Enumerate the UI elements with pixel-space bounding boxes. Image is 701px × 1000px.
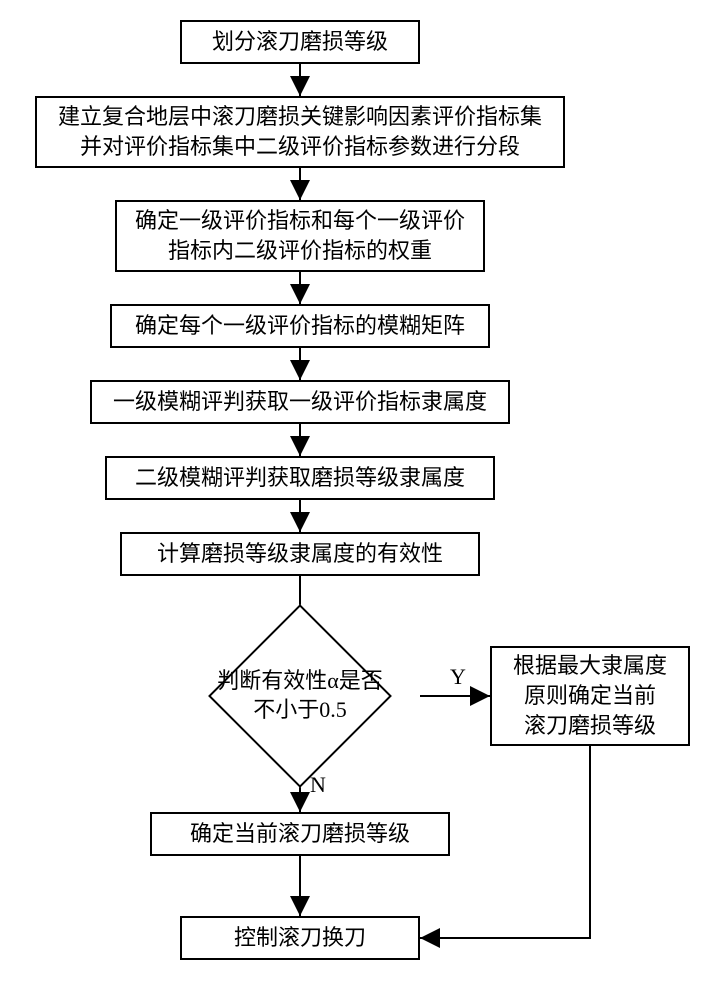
line1: 建立复合地层中滚刀磨损关键影响因素评价指标集 <box>58 104 542 129</box>
line3: 滚刀磨损等级 <box>524 713 656 738</box>
step-determine-weights: 确定一级评价指标和每个一级评价 指标内二级评价指标的权重 <box>115 200 485 272</box>
text: 确定当前滚刀磨损等级 <box>190 819 410 849</box>
step-calc-validity: 计算磨损等级隶属度的有效性 <box>120 532 480 576</box>
text: Y <box>450 664 466 689</box>
label-yes: Y <box>450 664 466 690</box>
line2: 原则确定当前 <box>524 683 656 708</box>
text: N <box>310 772 326 797</box>
text: 二级模糊评判获取磨损等级隶属度 <box>135 463 465 493</box>
decision-validity-threshold: 判断有效性α是否 不小于0.5 <box>180 634 420 758</box>
text: 确定一级评价指标和每个一级评价 指标内二级评价指标的权重 <box>135 206 465 265</box>
text: 建立复合地层中滚刀磨损关键影响因素评价指标集 并对评价指标集中二级评价指标参数进… <box>58 102 542 161</box>
line1: 根据最大隶属度 <box>513 653 667 678</box>
text: 判断有效性α是否 不小于0.5 <box>180 634 420 758</box>
text: 控制滚刀换刀 <box>234 923 366 953</box>
step-divide-wear-levels: 划分滚刀磨损等级 <box>180 20 420 64</box>
step-second-level-fuzzy: 二级模糊评判获取磨损等级隶属度 <box>105 456 495 500</box>
line2: 不小于0.5 <box>253 697 347 722</box>
flowchart-canvas: 划分滚刀磨损等级 建立复合地层中滚刀磨损关键影响因素评价指标集 并对评价指标集中… <box>0 0 701 1000</box>
step-establish-index-set: 建立复合地层中滚刀磨损关键影响因素评价指标集 并对评价指标集中二级评价指标参数进… <box>35 96 565 168</box>
text: 一级模糊评判获取一级评价指标隶属度 <box>113 387 487 417</box>
step-fuzzy-matrix: 确定每个一级评价指标的模糊矩阵 <box>110 304 490 348</box>
text: 划分滚刀磨损等级 <box>212 27 388 57</box>
label-no: N <box>310 772 326 798</box>
text: 计算磨损等级隶属度的有效性 <box>157 539 443 569</box>
line1: 确定一级评价指标和每个一级评价 <box>135 208 465 233</box>
step-first-level-fuzzy: 一级模糊评判获取一级评价指标隶属度 <box>90 380 510 424</box>
line2: 并对评价指标集中二级评价指标参数进行分段 <box>80 134 520 159</box>
step-control-tool-change: 控制滚刀换刀 <box>180 916 420 960</box>
step-max-membership-principle: 根据最大隶属度 原则确定当前 滚刀磨损等级 <box>490 646 690 746</box>
line2: 指标内二级评价指标的权重 <box>168 238 432 263</box>
line1: 判断有效性α是否 <box>217 668 383 693</box>
step-determine-current-wear-level: 确定当前滚刀磨损等级 <box>150 812 450 856</box>
text: 确定每个一级评价指标的模糊矩阵 <box>135 311 465 341</box>
text: 根据最大隶属度 原则确定当前 滚刀磨损等级 <box>513 651 667 740</box>
